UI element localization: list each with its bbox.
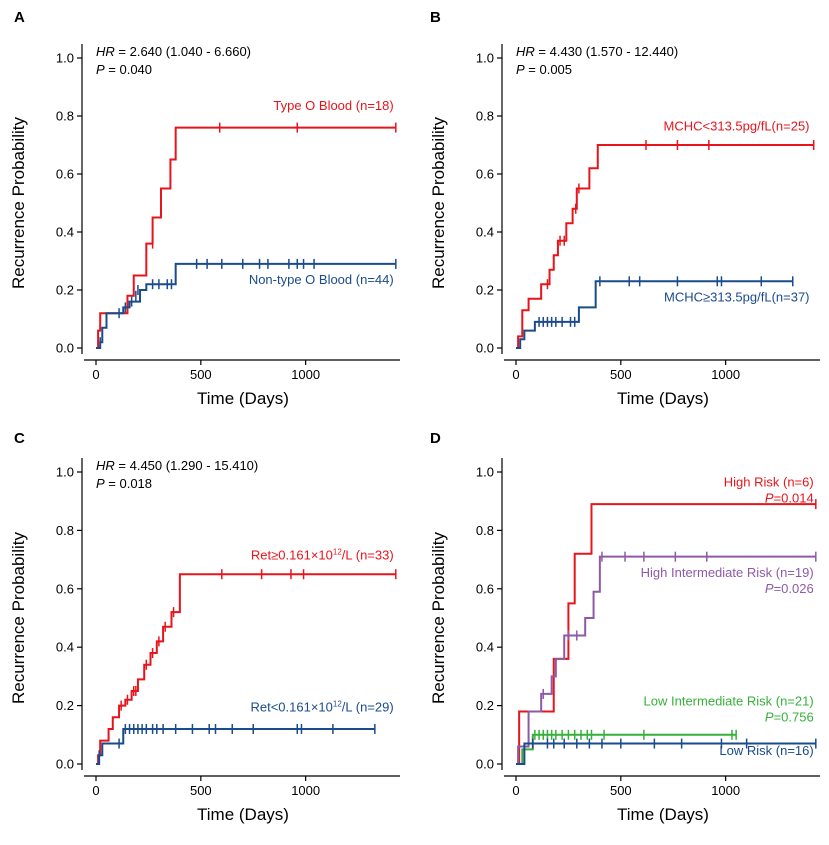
y-tick-label: 0.6 (56, 581, 74, 596)
y-tick-label: 0.4 (56, 640, 74, 655)
series-label: MCHC≥313.5pg/fL(n=37) (664, 290, 810, 305)
survival-curve (96, 727, 375, 765)
series-label: Ret≥0.161×1012/L (n=33) (251, 548, 394, 563)
x-tick-label: 500 (190, 367, 212, 382)
y-tick-label: 0.8 (476, 109, 494, 124)
y-tick-label: 0.0 (476, 757, 494, 772)
survival-curve (96, 573, 396, 765)
y-tick-label: 0.4 (476, 640, 494, 655)
x-tick-label: 0 (92, 367, 99, 382)
y-tick-label: 0.8 (56, 523, 74, 538)
survival-curve (96, 262, 396, 349)
y-tick-label: 1.0 (476, 51, 494, 66)
y-tick-label: 0.6 (476, 167, 494, 182)
hr-text: HR = 2.640 (1.040 - 6.660) (96, 44, 251, 59)
y-tick-label: 0.2 (476, 283, 494, 298)
y-axis-title: Recurrence Probability (429, 532, 448, 704)
series-1: Non-type O Blood (n=44) (96, 258, 397, 349)
hr-text: HR = 4.450 (1.290 - 15.410) (96, 458, 258, 473)
panel-letter: C (14, 430, 25, 447)
survival-curve (516, 503, 816, 765)
survival-curve (516, 280, 793, 349)
series-1: MCHC≥313.5pg/fL(n=37) (516, 276, 810, 349)
y-tick-label: 0.0 (476, 341, 494, 356)
x-axis-title: Time (Days) (617, 389, 709, 408)
panel-letter: A (14, 9, 25, 26)
y-tick-label: 0.8 (56, 109, 74, 124)
x-axis-title: Time (Days) (197, 389, 289, 408)
x-axis-title: Time (Days) (197, 805, 289, 824)
series-label: Low Intermediate Risk (n=21) (644, 694, 814, 709)
series-p-value: P=0.756 (765, 710, 814, 725)
survival-curve (516, 555, 816, 765)
p-value-text: P = 0.040 (96, 62, 152, 77)
x-tick-label: 1000 (711, 783, 740, 798)
panel-letter: D (430, 430, 441, 447)
panel-letter: B (430, 9, 441, 26)
series-1: High Intermediate Risk (n=19)P=0.026 (516, 551, 817, 765)
hr-text: HR = 4.430 (1.570 - 12.440) (516, 44, 678, 59)
x-tick-label: 500 (610, 783, 632, 798)
y-axis-title: Recurrence Probability (9, 532, 28, 704)
x-tick-label: 1000 (711, 367, 740, 382)
series-p-value: P=0.026 (765, 581, 814, 596)
series-0: Type O Blood (n=18) (96, 98, 397, 349)
series-1: Ret<0.161×1012/L (n=29) (96, 699, 394, 765)
series-label: High Intermediate Risk (n=19) (641, 565, 814, 580)
y-axis-title: Recurrence Probability (429, 117, 448, 289)
survival-curve (516, 144, 814, 349)
y-tick-label: 0.4 (56, 225, 74, 240)
p-value-text: P = 0.018 (96, 476, 152, 491)
survival-curve (516, 733, 737, 765)
y-tick-label: 0.0 (56, 341, 74, 356)
y-tick-label: 1.0 (56, 465, 74, 480)
y-tick-label: 0.4 (476, 225, 494, 240)
p-value-text: P = 0.005 (516, 62, 572, 77)
y-tick-label: 0.6 (56, 167, 74, 182)
x-tick-label: 0 (512, 367, 519, 382)
x-tick-label: 0 (512, 783, 519, 798)
y-tick-label: 1.0 (476, 465, 494, 480)
series-label: Low Risk (n=16) (719, 743, 813, 758)
y-tick-label: 0.2 (56, 283, 74, 298)
series-3: Low Risk (n=16) (516, 738, 817, 765)
x-tick-label: 1000 (291, 367, 320, 382)
series-2: Low Intermediate Risk (n=21)P=0.756 (516, 694, 814, 765)
series-p-value: P=0.014 (765, 491, 814, 506)
series-label: Ret<0.161×1012/L (n=29) (250, 699, 393, 714)
y-tick-label: 0.0 (56, 757, 74, 772)
x-tick-label: 0 (92, 783, 99, 798)
series-0: MCHC<313.5pg/fL(n=25) (516, 119, 815, 349)
y-tick-label: 0.2 (476, 698, 494, 713)
series-label: Type O Blood (n=18) (273, 98, 393, 113)
x-tick-label: 500 (610, 367, 632, 382)
y-tick-label: 0.8 (476, 523, 494, 538)
y-tick-label: 1.0 (56, 51, 74, 66)
series-label: MCHC<313.5pg/fL(n=25) (664, 119, 810, 134)
x-tick-label: 500 (190, 783, 212, 798)
series-0: Ret≥0.161×1012/L (n=33) (96, 548, 397, 765)
y-tick-label: 0.2 (56, 698, 74, 713)
x-tick-label: 1000 (291, 783, 320, 798)
survival-curve (516, 742, 816, 765)
survival-curve (96, 126, 396, 349)
series-label: Non-type O Blood (n=44) (249, 272, 394, 287)
y-axis-title: Recurrence Probability (9, 117, 28, 289)
series-label: High Risk (n=6) (724, 475, 814, 490)
y-tick-label: 0.6 (476, 581, 494, 596)
x-axis-title: Time (Days) (617, 805, 709, 824)
